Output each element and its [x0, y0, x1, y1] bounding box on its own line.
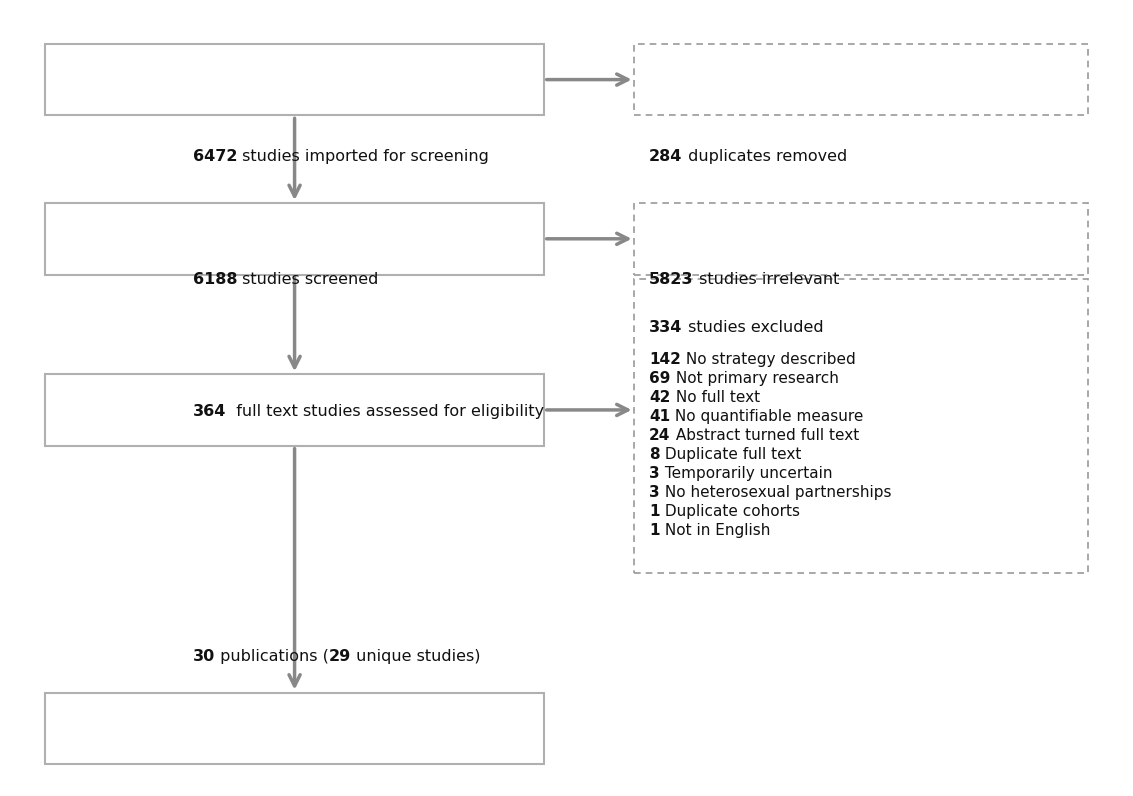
FancyBboxPatch shape: [45, 374, 544, 446]
Text: 284: 284: [649, 150, 682, 164]
Text: 5823: 5823: [649, 272, 693, 287]
Text: Duplicate full text: Duplicate full text: [659, 447, 801, 462]
Text: 69: 69: [649, 371, 671, 386]
Text: 42: 42: [649, 390, 671, 405]
Text: 334: 334: [649, 320, 682, 334]
FancyBboxPatch shape: [45, 44, 544, 115]
FancyBboxPatch shape: [634, 279, 1088, 573]
Text: Abstract turned full text: Abstract turned full text: [671, 428, 859, 443]
Text: 30: 30: [193, 649, 215, 664]
Text: No heterosexual partnerships: No heterosexual partnerships: [659, 485, 892, 500]
Text: 8: 8: [649, 447, 659, 462]
Text: studies irrelevant: studies irrelevant: [693, 272, 840, 287]
FancyBboxPatch shape: [45, 693, 544, 764]
Text: duplicates removed: duplicates removed: [682, 150, 846, 164]
Text: No full text: No full text: [671, 390, 759, 405]
Text: 1: 1: [649, 504, 659, 519]
Text: 6188: 6188: [193, 272, 237, 287]
Text: 1: 1: [649, 523, 659, 538]
Text: 3: 3: [649, 466, 659, 481]
Text: No quantifiable measure: No quantifiable measure: [671, 409, 863, 424]
Text: Duplicate cohorts: Duplicate cohorts: [659, 504, 800, 519]
Text: publications (: publications (: [215, 649, 329, 664]
Text: unique studies): unique studies): [351, 649, 480, 664]
Text: Not in English: Not in English: [659, 523, 770, 538]
Text: 6472: 6472: [193, 150, 237, 164]
Text: 41: 41: [649, 409, 671, 424]
FancyBboxPatch shape: [634, 44, 1088, 115]
Text: No strategy described: No strategy described: [681, 352, 855, 367]
Text: 3: 3: [649, 485, 659, 500]
Text: full text studies assessed for eligibility: full text studies assessed for eligibili…: [225, 404, 544, 419]
Text: 142: 142: [649, 352, 681, 367]
Text: Not primary research: Not primary research: [671, 371, 838, 386]
Text: 364: 364: [193, 404, 225, 419]
Text: 24: 24: [649, 428, 671, 443]
Text: studies screened: studies screened: [237, 272, 378, 287]
Text: studies excluded: studies excluded: [682, 320, 824, 334]
Text: Temporarily uncertain: Temporarily uncertain: [659, 466, 833, 481]
FancyBboxPatch shape: [634, 203, 1088, 275]
FancyBboxPatch shape: [45, 203, 544, 275]
Text: studies imported for screening: studies imported for screening: [237, 150, 489, 164]
Text: 29: 29: [329, 649, 351, 664]
